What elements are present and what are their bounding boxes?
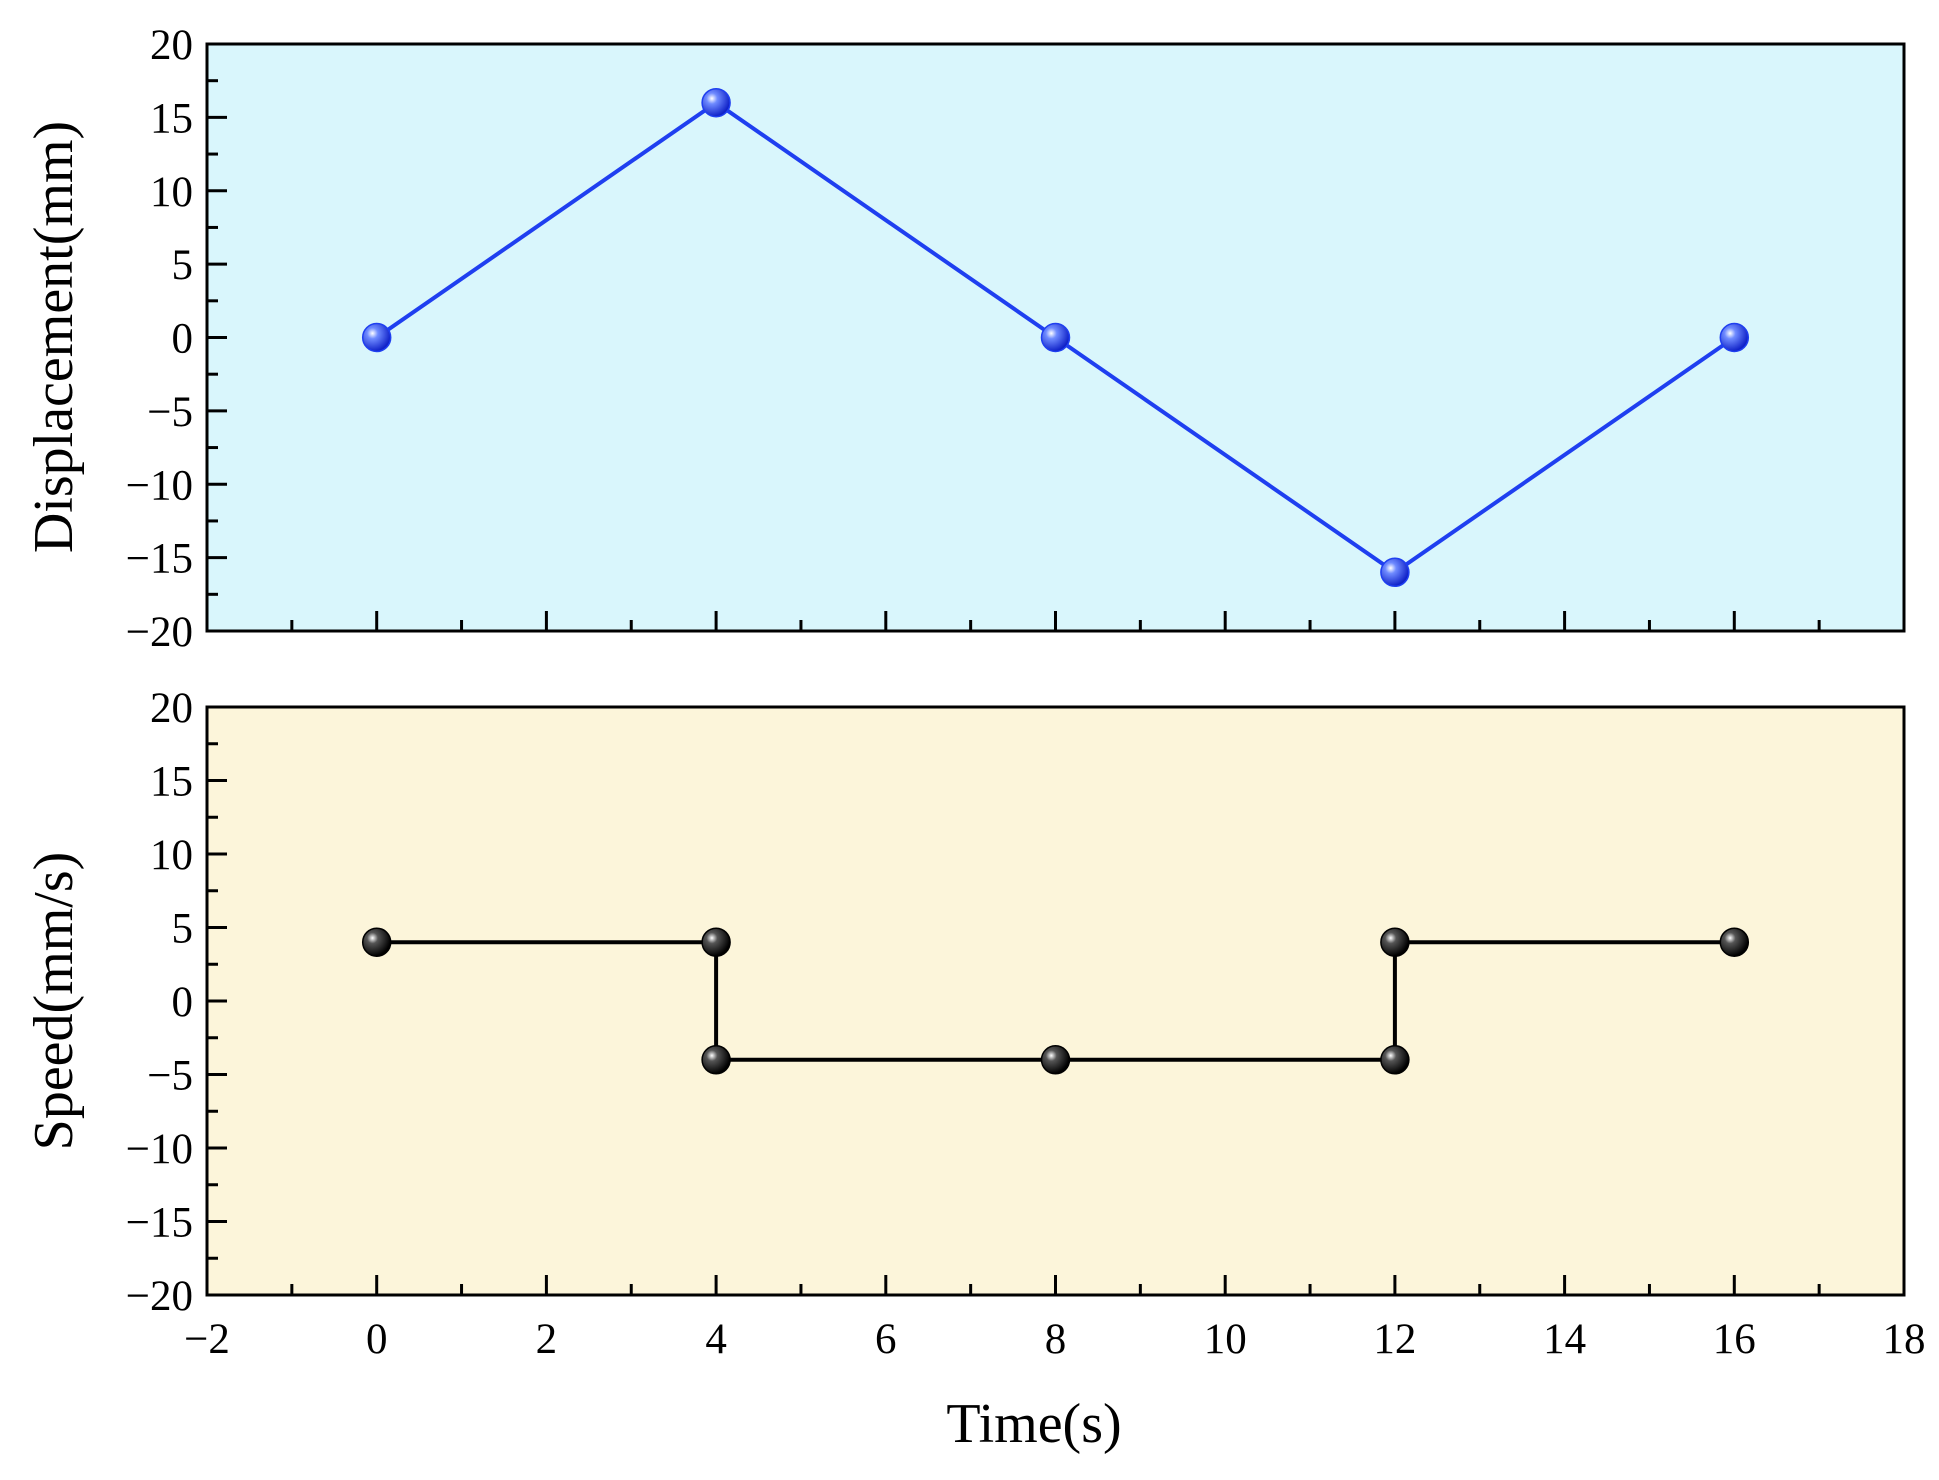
y-tick-label: −5	[147, 389, 193, 436]
x-tick-label: 0	[366, 1316, 388, 1363]
data-point	[361, 322, 392, 353]
y-tick-label: 20	[150, 685, 193, 732]
y-tick-label: −15	[126, 536, 193, 583]
speed-x-tick-labels: −2 0 2 4 6 8 10 12 14 16 18	[184, 1316, 1925, 1363]
x-tick-label: 16	[1713, 1316, 1756, 1363]
data-point	[1380, 1045, 1410, 1075]
speed-plot-area	[207, 707, 1904, 1295]
displacement-y-axis-title: Displacement(mm)	[23, 121, 85, 553]
data-point	[1380, 927, 1410, 957]
x-tick-label: 6	[875, 1316, 897, 1363]
data-point	[701, 1045, 731, 1075]
y-tick-label: 5	[172, 906, 194, 953]
y-tick-label: −20	[126, 609, 193, 656]
y-tick-label: 20	[150, 22, 193, 69]
x-tick-label: 4	[705, 1316, 727, 1363]
y-tick-label: −10	[126, 462, 193, 509]
data-point	[701, 87, 731, 118]
y-tick-label: 0	[172, 316, 194, 363]
displacement-series	[361, 87, 1750, 588]
displacement-y-tick-labels: 20 15 10 5 0 −5 −10 −15 −20	[126, 22, 193, 656]
x-tick-label: 10	[1204, 1316, 1247, 1363]
x-axis-title: Time(s)	[946, 1393, 1121, 1455]
x-tick-label: 18	[1883, 1316, 1926, 1363]
y-tick-label: 10	[150, 169, 193, 216]
y-tick-label: 10	[150, 832, 193, 879]
y-tick-label: −20	[126, 1273, 193, 1320]
y-tick-label: 0	[172, 979, 194, 1026]
speed-grid-and-ticks	[205, 705, 1906, 1297]
speed-plot-frame	[205, 705, 1906, 1297]
y-tick-label: −15	[126, 1200, 193, 1247]
x-tick-label: 8	[1045, 1316, 1067, 1363]
data-point	[701, 927, 731, 957]
x-tick-label: −2	[184, 1316, 230, 1363]
speed-y-axis-title: Speed(mm/s)	[23, 852, 85, 1151]
data-point	[1040, 1045, 1071, 1075]
speed-y-tick-labels: 20 15 10 5 0 −5 −10 −15 −20	[126, 685, 193, 1320]
y-tick-label: −10	[126, 1126, 193, 1173]
data-point	[1719, 927, 1750, 957]
y-tick-label: −5	[147, 1053, 193, 1100]
data-point	[1040, 322, 1071, 353]
y-tick-label: 15	[150, 95, 193, 142]
x-tick-label: 14	[1543, 1316, 1586, 1363]
data-point	[361, 927, 392, 957]
y-tick-label: 15	[150, 759, 193, 806]
displacement-plot-frame	[205, 42, 1906, 633]
speed-series	[361, 927, 1750, 1075]
data-point	[1380, 557, 1410, 588]
data-point	[1719, 322, 1750, 353]
y-tick-label: 5	[172, 242, 194, 289]
x-tick-label: 12	[1373, 1316, 1416, 1363]
displacement-panel: 20 15 10 5 0 −5 −10 −15 −20 Displacement(mm)	[23, 22, 1906, 656]
x-tick-label: 2	[536, 1316, 558, 1363]
